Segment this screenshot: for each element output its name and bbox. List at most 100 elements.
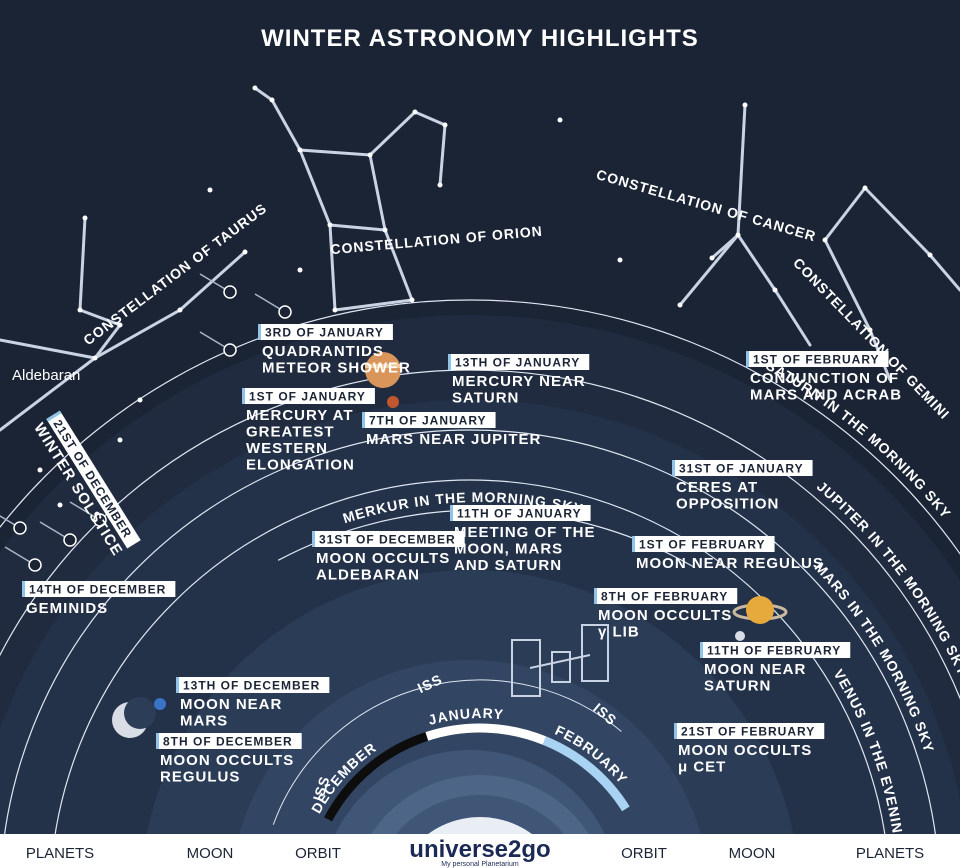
event-text: MOON OCCULTS [598, 607, 732, 624]
orion-lines [328, 223, 387, 232]
footer-link: ORBIT [621, 845, 667, 862]
event-text: ELONGATION [246, 457, 355, 474]
event-text: MARS NEAR JUPITER [366, 431, 541, 448]
orion-lines [298, 148, 415, 312]
meteor [28, 558, 42, 572]
event-date: 11TH OF FEBRUARY [707, 644, 841, 658]
event-text: AND SATURN [454, 557, 562, 574]
event-text: REGULUS [160, 769, 240, 786]
date-stripe [448, 354, 451, 370]
star [332, 307, 338, 313]
iss-panel [581, 624, 609, 682]
meteor [13, 521, 27, 535]
event-date: 31ST OF DECEMBER [319, 533, 456, 547]
event-text: SATURN [452, 390, 519, 407]
event-text: MOON OCCULTS [678, 742, 812, 759]
star [437, 182, 443, 188]
event-date: 13TH OF JANUARY [455, 356, 580, 370]
title: WINTER ASTRONOMY HIGHLIGHTS [261, 25, 699, 52]
event-date: 21ST OF FEBRUARY [681, 725, 815, 739]
event-text: ALDEBARAN [316, 567, 420, 584]
date-stripe [312, 531, 315, 547]
star [409, 297, 415, 303]
event-date: 31ST OF JANUARY [679, 462, 804, 476]
star-label: Aldebaran [12, 367, 80, 384]
date-box [242, 388, 375, 404]
date-box [258, 324, 393, 340]
month-ring [542, 736, 630, 812]
event-text: SATURN [704, 678, 771, 695]
event-text: WESTERN [246, 440, 328, 457]
star [242, 249, 248, 255]
event-text: MARS [180, 713, 228, 730]
star [382, 227, 388, 233]
jupiter [365, 352, 401, 388]
event-text: MOON NEAR [180, 696, 282, 713]
globe-glow [355, 775, 605, 868]
star [617, 257, 623, 263]
moon [735, 631, 745, 641]
event-text: QUADRANTIDS [262, 343, 384, 360]
star [137, 397, 143, 403]
date-box [176, 677, 330, 693]
date-box [632, 536, 775, 552]
footer-link: PLANETS [856, 845, 924, 862]
jupiter-band [365, 364, 401, 368]
event: 14TH OF DECEMBER GEMINIDS [22, 581, 176, 617]
gemini-lines [823, 185, 960, 292]
iss-module [551, 651, 571, 683]
tagline: My personal Planetarium [441, 861, 519, 868]
event-date: 13TH OF DECEMBER [183, 679, 320, 693]
star [735, 232, 741, 238]
event-text: MOON OCCULTS [316, 550, 450, 567]
meteor [63, 533, 77, 547]
star [557, 117, 563, 123]
date-box [700, 642, 851, 658]
date-box [594, 588, 738, 604]
footer-link: PLANETS [26, 845, 94, 862]
event-text: CONJUNCTION OF [750, 370, 899, 387]
date-box [22, 581, 176, 597]
mars [387, 396, 399, 408]
event: 7TH OF JANUARY MARS NEAR JUPITER [362, 412, 541, 448]
event-text: MOON OCCULTS [160, 752, 294, 769]
event-date: 14TH OF DECEMBER [29, 583, 166, 597]
planets [112, 352, 788, 738]
star [117, 322, 123, 328]
star [862, 185, 868, 191]
star [37, 467, 43, 473]
brand: universe2go [409, 836, 550, 863]
meteor [278, 305, 292, 319]
footer: PLANETS MOON ORBIT ORBIT MOON PLANETS universe… [26, 836, 924, 868]
month-ring [425, 723, 547, 745]
iss-arc [272, 679, 622, 825]
date-stripe [450, 505, 453, 521]
event-date: 1ST OF FEBRUARY [753, 353, 880, 367]
iss-truss [529, 654, 591, 669]
event-text: GREATEST [246, 424, 335, 441]
star [177, 307, 183, 313]
star [327, 222, 333, 228]
moon-shadow [124, 697, 156, 729]
star [442, 122, 448, 128]
cancer-lines [710, 233, 740, 260]
event-text: OPPOSITION [676, 496, 779, 513]
event-text: CERES AT [676, 479, 758, 496]
meteor [93, 513, 107, 527]
event-text: METEOR SHOWER [262, 360, 411, 377]
event-text: MARS AND ACRAB [750, 387, 902, 404]
star [77, 307, 83, 313]
event-text: GEMINIDS [26, 600, 108, 617]
star [297, 267, 303, 273]
date-stripe [362, 412, 365, 428]
event-date: 3RD OF JANUARY [265, 326, 384, 340]
